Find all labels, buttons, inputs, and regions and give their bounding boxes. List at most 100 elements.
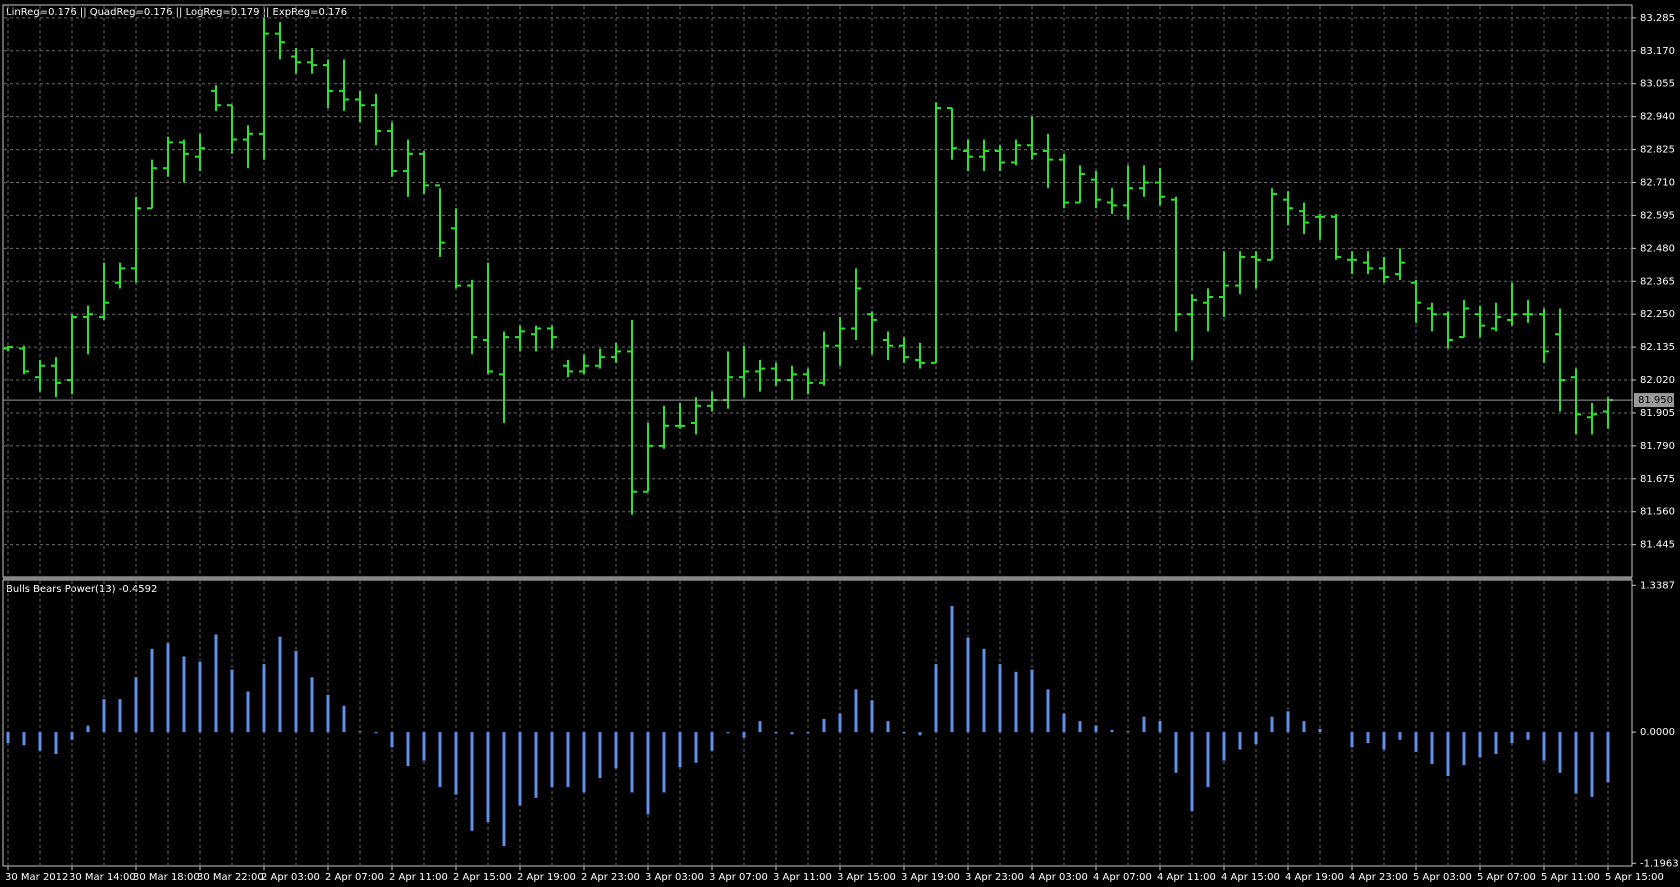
histogram-bar (534, 732, 538, 798)
histogram-bar (1350, 732, 1354, 748)
x-tick-label: 5 Apr 03:00 (1413, 872, 1472, 883)
x-tick-label: 2 Apr 15:00 (453, 872, 512, 883)
histogram-bar (1302, 721, 1306, 733)
histogram-bar (22, 732, 26, 746)
histogram-bar (758, 721, 762, 733)
histogram-bar (486, 732, 490, 823)
y-tick-label: 83.285 (1640, 13, 1675, 24)
histogram-bar (342, 705, 346, 733)
histogram-bar (1206, 732, 1210, 787)
histogram-bar (742, 732, 746, 738)
histogram-bar (1462, 732, 1466, 766)
histogram-bar (150, 648, 154, 733)
histogram-bar (1046, 689, 1050, 733)
histogram-bar (1286, 711, 1290, 733)
y-tick-label: 81.790 (1640, 441, 1675, 452)
histogram-bar (246, 691, 250, 733)
histogram-bar (358, 731, 362, 733)
histogram-bar (1446, 732, 1450, 776)
histogram-bar (118, 699, 122, 733)
histogram-bar (838, 713, 842, 733)
histogram-bar (1574, 732, 1578, 794)
histogram-bar (1270, 716, 1274, 733)
y-tick-label: 82.940 (1640, 112, 1675, 123)
histogram-bar (854, 689, 858, 733)
histogram-bar (1430, 732, 1434, 764)
histogram-bar (278, 636, 282, 733)
histogram-bar (550, 732, 554, 787)
y-tick-label: 83.055 (1640, 79, 1675, 90)
y-tick-label: 81.560 (1640, 507, 1675, 518)
y-tick-label: 82.365 (1640, 276, 1675, 287)
histogram-bar (518, 732, 522, 806)
histogram-bar (1142, 716, 1146, 733)
histogram-bar (614, 732, 618, 769)
histogram-bar (1606, 732, 1610, 783)
histogram-bar (566, 732, 570, 787)
x-tick-label: 3 Apr 07:00 (709, 872, 768, 883)
histogram-bar (166, 643, 170, 733)
histogram-bar (214, 634, 218, 733)
histogram-bar (774, 732, 778, 734)
y-tick-label: 82.710 (1640, 177, 1675, 188)
x-tick-label: 4 Apr 15:00 (1221, 872, 1280, 883)
histogram-bar (1318, 728, 1322, 733)
histogram-bar (1078, 721, 1082, 733)
histogram-bar (182, 656, 186, 733)
y-tick-label: 82.135 (1640, 342, 1675, 353)
histogram-bar (326, 694, 330, 733)
histogram-bar (950, 605, 954, 733)
x-tick-label: 4 Apr 07:00 (1093, 872, 1152, 883)
x-tick-label: 2 Apr 03:00 (261, 872, 320, 883)
x-tick-label: 30 Mar 14:00 (69, 872, 136, 883)
x-tick-label: 4 Apr 03:00 (1029, 872, 1088, 883)
x-tick-label: 2 Apr 23:00 (581, 872, 640, 883)
chart-title: LinReg=0.176 || QuadReg=0.176 || LogReg=… (6, 7, 347, 18)
histogram-bar (1222, 732, 1226, 761)
y-tick-label: 81.675 (1640, 474, 1675, 485)
y-tick-label: 82.250 (1640, 309, 1675, 320)
histogram-bar (1526, 732, 1530, 740)
histogram-bar (310, 677, 314, 733)
current-price-label: 81.950 (1638, 395, 1673, 406)
histogram-bar (294, 650, 298, 733)
histogram-bar (54, 732, 58, 755)
histogram-bar (1094, 725, 1098, 733)
histogram-bar (262, 664, 266, 733)
histogram-bar (1366, 732, 1370, 744)
y-tick-label: 82.825 (1640, 145, 1675, 156)
price-panel (2, 4, 1633, 578)
histogram-bar (598, 732, 602, 779)
histogram-bar (726, 732, 730, 734)
indicator-title: Bulls Bears Power(13) -0.4592 (6, 584, 157, 595)
x-tick-label: 30 Mar 22:00 (197, 872, 264, 883)
histogram-bar (1494, 732, 1498, 755)
histogram-bar (230, 669, 234, 733)
y-tick-label: 82.595 (1640, 210, 1675, 221)
histogram-bar (1030, 669, 1034, 733)
histogram-bar (710, 732, 714, 751)
y-tick-label: -1.1963 (1640, 858, 1679, 869)
histogram-bar (966, 637, 970, 733)
x-tick-label: 3 Apr 19:00 (901, 872, 960, 883)
histogram-bar (422, 732, 426, 761)
current-price-box (1634, 393, 1674, 408)
histogram-bar (1382, 732, 1386, 750)
histogram-bar (38, 732, 42, 751)
histogram-bar (1542, 732, 1546, 761)
histogram-bar (374, 732, 378, 734)
histogram-bar (662, 732, 666, 793)
histogram-bar (1174, 732, 1178, 773)
histogram-bar (998, 664, 1002, 733)
histogram-bar (1590, 732, 1594, 797)
histogram-bar (1062, 713, 1066, 733)
histogram-bar (406, 732, 410, 767)
y-tick-label: 1.3387 (1640, 580, 1675, 591)
histogram-bar (1254, 732, 1258, 745)
histogram-bar (582, 732, 586, 793)
histogram-bar (502, 732, 506, 847)
histogram-bar (1238, 732, 1242, 750)
histogram-bar (822, 718, 826, 733)
